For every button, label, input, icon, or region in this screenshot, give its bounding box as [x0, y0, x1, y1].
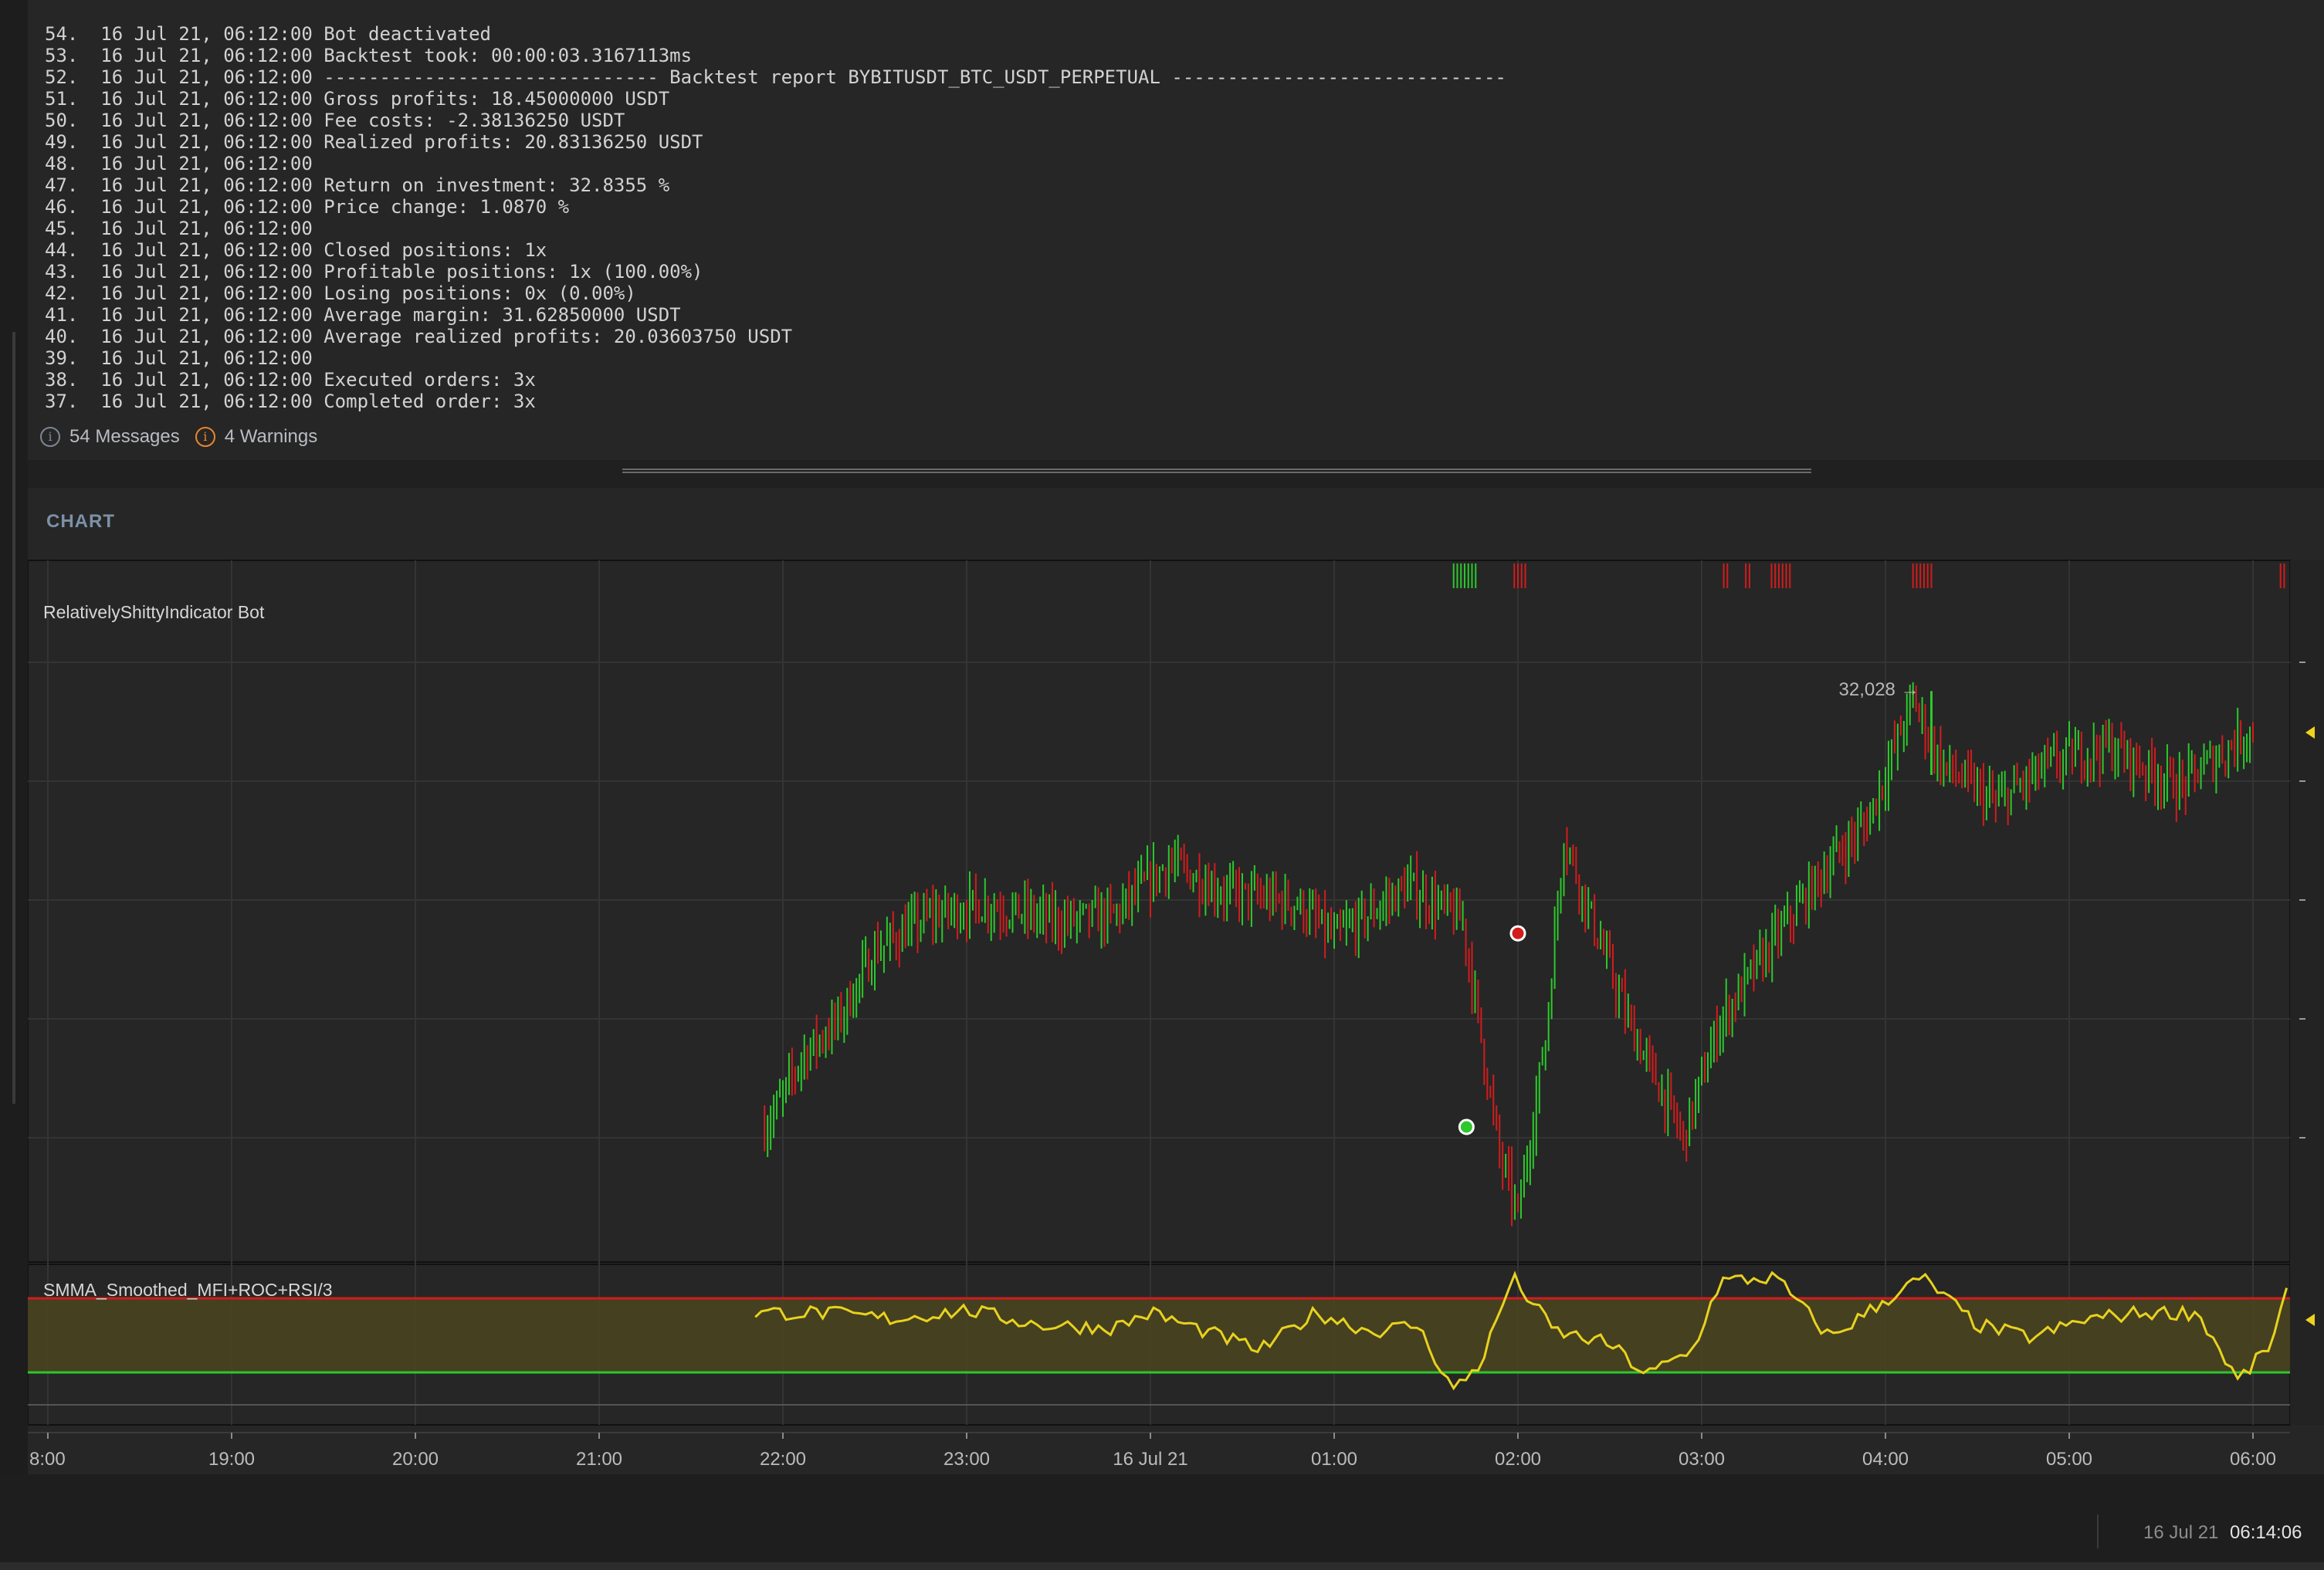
log-line: 47. 16 Jul 21, 06:12:00 Return on invest… [45, 174, 670, 196]
time-axis-label: 01:00 [1311, 1449, 1357, 1470]
warnings-count: 4 Warnings [224, 426, 318, 447]
splitter-handle[interactable] [622, 469, 1811, 473]
messages-filter[interactable]: i 54 Messages [40, 426, 180, 448]
price-high-label: 32,028 → [1839, 679, 1919, 700]
messages-count: 54 Messages [69, 426, 180, 447]
candle-group [764, 682, 2254, 1227]
log-line: 54. 16 Jul 21, 06:12:00 Bot deactivated [45, 23, 491, 45]
signal-markers [1452, 563, 2285, 588]
time-axis-label: 16 Jul 21 [1113, 1449, 1187, 1470]
status-date: 16 Jul 21 [2143, 1522, 2219, 1543]
indicator-pane-label: SMMA_Smoothed_MFI+ROC+RSI/3 [43, 1280, 333, 1300]
sell-marker [1509, 925, 1526, 942]
log-line: 52. 16 Jul 21, 06:12:00 ----------------… [45, 66, 1506, 88]
time-axis-label: 03:00 [1679, 1449, 1725, 1470]
time-axis-label: 19:00 [208, 1449, 255, 1470]
chart-panel: CHART 32,028 → 8:00 19:00 20:00 21:00 22:00 23… [28, 488, 2324, 1474]
log-line: 43. 16 Jul 21, 06:12:00 Profitable posit… [45, 261, 703, 283]
time-axis-label: 05:00 [2046, 1449, 2092, 1470]
warning-icon: i [195, 427, 215, 447]
panel-splitter[interactable] [28, 460, 2324, 488]
time-axis-label: 21:00 [576, 1449, 622, 1470]
log-line: 44. 16 Jul 21, 06:12:00 Closed positions… [45, 239, 547, 261]
log-line: 45. 16 Jul 21, 06:12:00 [45, 218, 313, 239]
time-axis-label: 20:00 [392, 1449, 439, 1470]
left-edge [0, 0, 28, 1474]
log-line: 46. 16 Jul 21, 06:12:00 Price change: 1.… [45, 196, 570, 218]
warnings-filter[interactable]: i 4 Warnings [195, 426, 318, 448]
time-axis-label: 06:00 [2230, 1449, 2276, 1470]
log-line: 40. 16 Jul 21, 06:12:00 Average realized… [45, 326, 793, 347]
time-axis-label: 02:00 [1495, 1449, 1541, 1470]
log-line: 38. 16 Jul 21, 06:12:00 Executed orders:… [45, 369, 536, 391]
price-current-marker [2305, 726, 2315, 739]
window-bottom-edge [0, 1562, 2324, 1570]
bottom-status-bar: 16 Jul 21 06:14:06 [0, 1474, 2324, 1570]
log-panel: 54. 16 Jul 21, 06:12:00 Bot deactivated 5… [28, 0, 2324, 460]
log-line: 42. 16 Jul 21, 06:12:00 Losing positions… [45, 283, 636, 304]
chart-canvas[interactable]: 32,028 → 8:00 19:00 20:00 21:00 22:00 23:00 16 … [28, 488, 2324, 1474]
time-axis-label: 23:00 [943, 1449, 990, 1470]
time-axis-label: 04:00 [1862, 1449, 1909, 1470]
log-line: 37. 16 Jul 21, 06:12:00 Completed order:… [45, 391, 536, 412]
price-axis [2290, 560, 2324, 1425]
log-line: 41. 16 Jul 21, 06:12:00 Average margin: … [45, 304, 681, 326]
time-axis-label: 22:00 [760, 1449, 806, 1470]
time-axis-label: 8:00 [29, 1449, 66, 1470]
log-status-row: i 54 Messages i 4 Warnings [40, 423, 317, 451]
indicator-line [754, 1271, 2288, 1391]
log-line: 50. 16 Jul 21, 06:12:00 Fee costs: -2.38… [45, 110, 625, 131]
log-line: 39. 16 Jul 21, 06:12:00 [45, 347, 313, 369]
main-pane-label: RelativelyShittyIndicator Bot [43, 602, 265, 622]
log-line: 49. 16 Jul 21, 06:12:00 Realized profits… [45, 131, 703, 153]
log-line: 53. 16 Jul 21, 06:12:00 Backtest took: 0… [45, 45, 693, 66]
info-icon: i [40, 427, 60, 447]
log-list: 54. 16 Jul 21, 06:12:00 Bot deactivated 5… [45, 23, 1506, 412]
buy-marker [1458, 1118, 1475, 1135]
status-time: 06:14:06 [2230, 1522, 2302, 1543]
status-divider [2097, 1514, 2099, 1548]
left-scroll-track[interactable] [12, 332, 15, 1104]
indicator-current-marker [2305, 1314, 2315, 1326]
log-line: 48. 16 Jul 21, 06:12:00 [45, 153, 313, 174]
main-pane-frame [28, 560, 2291, 1263]
log-line: 51. 16 Jul 21, 06:12:00 Gross profits: 1… [45, 88, 670, 110]
chart-panel-title: CHART [46, 511, 115, 532]
